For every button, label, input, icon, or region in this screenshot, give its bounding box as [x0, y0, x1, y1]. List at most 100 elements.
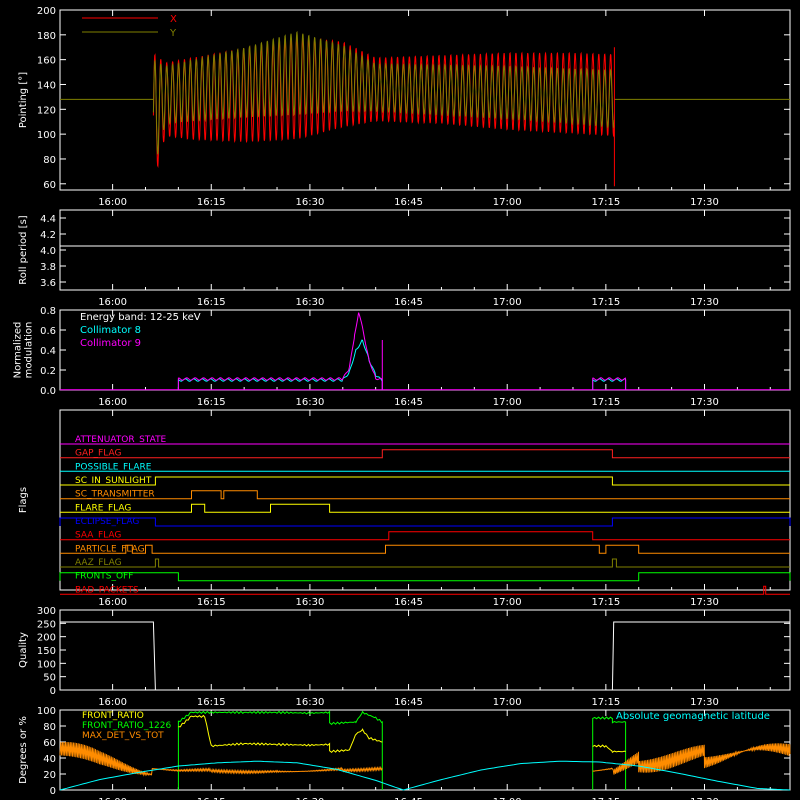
modulation-y-tick-label: 0.4	[40, 346, 56, 357]
flag-label: FRONTS_OFF	[75, 572, 133, 582]
roll-x-tick-label: 17:15	[591, 297, 620, 308]
roll-y-tick-label: 3.6	[40, 278, 56, 289]
roll-y-tick-label: 4.4	[40, 214, 56, 225]
modulation-series-collimator9	[592, 377, 627, 381]
pointing-y-tick-label: 160	[37, 56, 56, 67]
modulation-y-tick-label: 0.8	[40, 306, 56, 317]
ratios-x-tick-label: 16:15	[197, 797, 226, 800]
flag-label: FLARE_FLAG	[75, 503, 131, 513]
ratio-series-front-ratio	[592, 744, 626, 754]
ratios-y-tick-label: 80	[43, 722, 56, 733]
flags-x-tick-label: 16:45	[394, 597, 423, 608]
flags-frame	[59, 409, 791, 591]
ratios-y-axis-label: Degrees or %	[18, 716, 29, 784]
roll-x-tick-label: 17:00	[493, 297, 522, 308]
flag-label: SC_IN_SUNLIGHT	[75, 476, 152, 486]
pointing-x-tick-label: 16:30	[295, 197, 324, 208]
ratio-legend-label: FRONT_RATIO_1226	[82, 721, 172, 731]
ratio-legend-label: FRONT_RATIO	[82, 711, 144, 721]
modulation-x-tick-label: 16:30	[295, 397, 324, 408]
pointing-y-tick-label: 100	[37, 130, 56, 141]
quality-y-tick-label: 50	[43, 673, 56, 684]
flags-panel: 16:00 16:15 16:30 16:45 17:00 17:15 17:30 Flags…	[18, 409, 791, 608]
pointing-x-tick-label: 16:15	[197, 197, 226, 208]
quality-x-tick-label: 17:00	[493, 697, 522, 708]
roll-panel: 16:00 16:15 16:30 16:45 17:00 17:15 17:30 3.6 3.…	[18, 209, 791, 308]
quality-x-tick-label: 17:30	[690, 697, 719, 708]
ratios-y-tick-label: 60	[43, 738, 56, 749]
flag-label: SC_TRANSMITTER	[75, 490, 155, 500]
flag-line-saa-flag	[60, 531, 790, 541]
flag-label: BAD_PACKETS	[75, 585, 139, 595]
ratios-x-tick-label: 17:00	[493, 797, 522, 800]
ratio-series-max-det-vs-tot	[592, 743, 791, 775]
quality-x-tick-label: 16:30	[295, 697, 324, 708]
flag-label: ATTENUATOR_STATE	[75, 435, 167, 445]
modulation-y-axis-label: Normalized	[13, 322, 24, 379]
roll-y-tick-label: 4.2	[40, 230, 56, 241]
quality-y-tick-label: 150	[37, 646, 56, 657]
modulation-series-collimator9	[178, 312, 383, 381]
roll-y-axis-label: Roll period [s]	[18, 215, 29, 284]
quality-y-tick-label: 100	[37, 659, 56, 670]
flag-line-sc-transmitter	[60, 490, 790, 500]
modulation-y-axis-label: modulation	[24, 322, 35, 379]
roll-x-tick-label: 16:45	[394, 297, 423, 308]
flag-label: ECLIPSE_FLAG	[75, 517, 139, 527]
modulation-energy-band-label: Energy band: 12-25 keV	[80, 312, 201, 323]
flag-line-gap-flag	[60, 449, 790, 459]
flags-x-tick-label: 16:00	[98, 597, 127, 608]
quality-y-tick-label: 0	[50, 686, 56, 697]
ratios-x-tick-label: 17:15	[591, 797, 620, 800]
roll-x-tick-label: 16:00	[98, 297, 127, 308]
flag-line-bad-packets	[60, 585, 790, 595]
pointing-legend-label: Y	[169, 28, 177, 39]
flag-label: GAP_FLAG	[75, 449, 121, 459]
ratios-x-tick-label: 17:30	[690, 797, 719, 800]
modulation-x-tick-label: 17:15	[591, 397, 620, 408]
ratio-series-front-ratio-1226	[592, 716, 627, 790]
flags-x-tick-label: 17:15	[591, 597, 620, 608]
flags-x-tick-label: 16:15	[197, 597, 226, 608]
pointing-panel: 16:00 16:15 16:30 16:45 17:00 17:15 17:30 60 80 1…	[18, 6, 791, 208]
flag-line-particle-flag	[60, 544, 790, 554]
quality-x-tick-label: 17:15	[591, 697, 620, 708]
pointing-x-tick-label: 17:15	[591, 197, 620, 208]
modulation-legend-collimator9: Collimator 9	[80, 338, 141, 349]
ratios-x-tick-label: 16:00	[98, 797, 127, 800]
pointing-y-tick-label: 60	[43, 180, 56, 191]
flag-line-eclipse-flag	[59, 517, 791, 527]
modulation-y-tick-label: 0.0	[40, 386, 56, 397]
ratios-y-tick-label: 20	[43, 770, 56, 781]
modulation-x-tick-label: 16:00	[98, 397, 127, 408]
pointing-y-tick-label: 140	[37, 80, 56, 91]
modulation-panel: 16:00 16:15 16:30 16:45 17:00 17:15 17:30 0.0 0.…	[13, 306, 791, 408]
flag-label: AAZ_FLAG	[75, 558, 122, 568]
ratio-geomag-label: Absolute geomagnetic latitude	[616, 711, 770, 722]
pointing-y-tick-label: 180	[37, 31, 56, 42]
quality-y-tick-label: 200	[37, 633, 56, 644]
pointing-frame	[59, 9, 791, 191]
quality-y-axis-label: Quality	[18, 632, 29, 668]
pointing-y-tick-label: 200	[37, 6, 56, 17]
flag-line-flare-flag	[60, 503, 790, 513]
roll-x-tick-label: 16:15	[197, 297, 226, 308]
ratio-series-absolute-geomagnetic-latitude	[59, 760, 791, 791]
modulation-x-tick-label: 17:30	[690, 397, 719, 408]
ratios-y-tick-label: 0	[50, 786, 56, 797]
roll-y-tick-label: 4.0	[40, 246, 56, 257]
ratios-y-tick-label: 40	[43, 754, 56, 765]
pointing-x-tick-label: 17:00	[493, 197, 522, 208]
quality-y-tick-label: 250	[37, 619, 56, 630]
pointing-x-tick-label: 16:00	[98, 197, 127, 208]
ratios-y-tick-label: 100	[37, 706, 56, 717]
quality-x-tick-label: 16:45	[394, 697, 423, 708]
ratios-x-tick-label: 16:30	[295, 797, 324, 800]
modulation-y-tick-label: 0.2	[40, 366, 56, 377]
flags-x-tick-label: 16:30	[295, 597, 324, 608]
flag-line-aaz-flag	[60, 558, 790, 568]
roll-x-tick-label: 17:30	[690, 297, 719, 308]
modulation-x-tick-label: 17:00	[493, 397, 522, 408]
pointing-y-tick-label: 120	[37, 105, 56, 116]
